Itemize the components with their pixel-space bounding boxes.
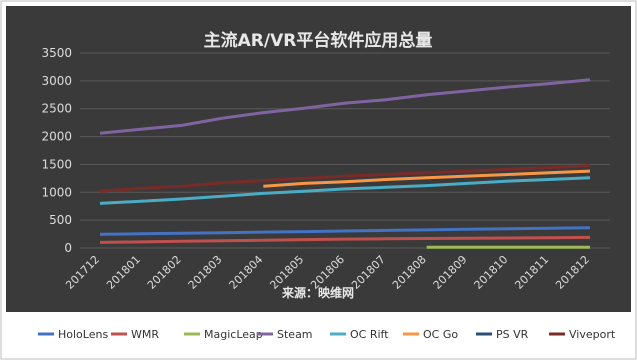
legend-label-steam: Steam [277,328,313,341]
y-tick-label: 500 [49,213,72,227]
series-line-steam [99,78,591,135]
y-axis-ticks: 0 500 1000 1500 2000 2500 3000 3500 [41,46,72,255]
y-tick-label: 1500 [41,157,72,171]
series-line-hololens [99,226,591,236]
legend-label-magicleap: MagicLeap [204,328,263,341]
y-tick-label: 3500 [41,46,72,60]
series-lines [99,78,591,249]
series-line-oc-go [263,169,591,188]
legend-label-oc-rift: OC Rift [350,328,389,341]
legend-label-viveport: Viveport [569,328,616,341]
legend-label-ps-vr: PS VR [496,328,529,341]
legend-label-wmr: WMR [131,328,159,341]
y-tick-label: 2000 [41,130,72,144]
legend: HoloLens WMR MagicLeap Steam OC Rift OC Go PS … [38,328,616,341]
chart-title: 主流AR/VR平台软件应用总量 [204,30,433,51]
series-line-viveport [99,164,591,193]
legend-label-oc-go: OC Go [423,328,458,341]
legend-label-hololens: HoloLens [58,328,108,341]
y-tick-label: 3000 [41,74,72,88]
chart-area-background [6,6,631,312]
y-tick-label: 2500 [41,102,72,116]
y-tick-label: 1000 [41,185,72,199]
source-note: 来源：映维网 [281,285,354,300]
legend-band [6,312,631,356]
series-line-wmr [99,235,591,244]
y-tick-label: 0 [64,241,72,255]
series-line-oc-rift [99,176,591,205]
